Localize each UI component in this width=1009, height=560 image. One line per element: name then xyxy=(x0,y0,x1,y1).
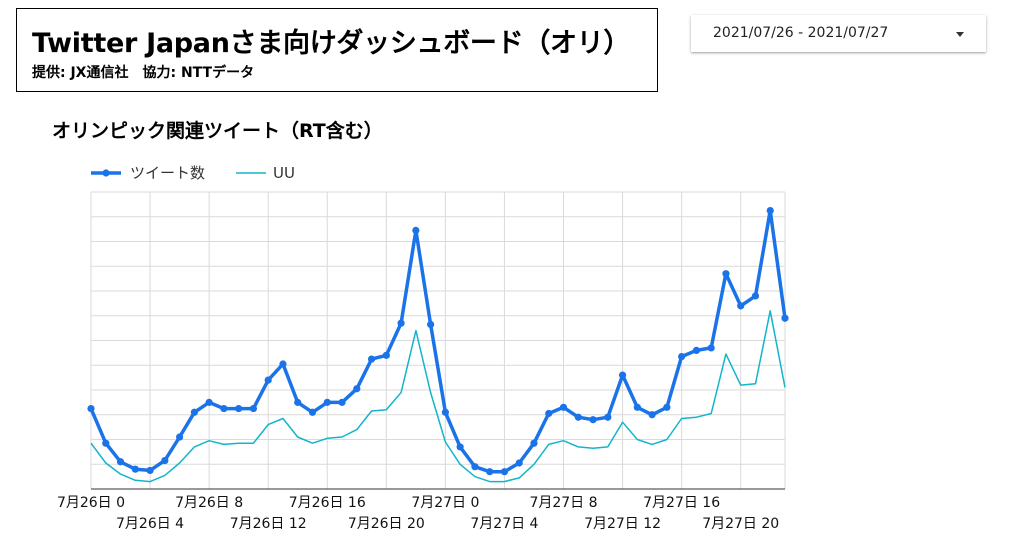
data-point xyxy=(766,206,774,215)
x-tick-label: 7月27日 20 xyxy=(702,516,779,532)
data-point xyxy=(471,463,479,471)
data-point xyxy=(559,403,568,411)
data-point xyxy=(574,413,582,421)
series-line-uu xyxy=(90,310,786,483)
x-tick-label: 7月27日 8 xyxy=(529,495,597,511)
data-point xyxy=(589,416,597,424)
data-point xyxy=(412,226,420,234)
data-point xyxy=(633,403,641,411)
data-point xyxy=(530,439,538,447)
data-point xyxy=(264,376,272,384)
x-tick-label: 7月27日 0 xyxy=(411,495,479,511)
data-point xyxy=(249,404,258,413)
data-point xyxy=(87,404,95,413)
data-point xyxy=(707,344,715,352)
date-range-picker[interactable]: 2021/07/26 - 2021/07/27 xyxy=(691,15,986,52)
data-point xyxy=(781,314,789,322)
dashboard-credit: 提供: JX通信社 協力: NTTデータ xyxy=(32,65,255,81)
data-point xyxy=(427,320,435,329)
x-tick-label: 7月27日 16 xyxy=(643,495,720,511)
data-point xyxy=(397,319,405,327)
legend-marker xyxy=(102,169,110,177)
data-point xyxy=(663,403,671,411)
data-point xyxy=(545,409,553,418)
legend-label: ツイート数 xyxy=(130,164,205,182)
data-point xyxy=(190,408,198,416)
dashboard-header: Twitter Japanさま向けダッシュボード（オリ） 提供: JX通信社 協… xyxy=(16,8,658,92)
data-point xyxy=(279,360,287,368)
data-point xyxy=(382,351,390,359)
data-point xyxy=(515,459,523,467)
data-point xyxy=(722,270,730,278)
data-point xyxy=(737,302,745,310)
chart-title: オリンピック関連ツイート（RT含む） xyxy=(52,120,383,142)
data-point xyxy=(235,404,243,413)
data-point xyxy=(353,385,361,393)
x-tick-label: 7月26日 20 xyxy=(348,516,425,532)
data-point xyxy=(131,465,139,473)
data-point xyxy=(205,398,213,406)
data-point xyxy=(146,466,154,475)
x-tick-label: 7月27日 12 xyxy=(584,516,661,532)
data-point xyxy=(220,404,228,413)
x-tick-label: 7月26日 8 xyxy=(175,495,243,511)
data-point xyxy=(323,398,331,406)
data-point xyxy=(367,355,376,363)
x-tick-label: 7月26日 12 xyxy=(230,516,307,532)
data-point xyxy=(441,408,449,416)
date-range-value: 2021/07/26 - 2021/07/27 xyxy=(713,25,889,41)
legend-label: UU xyxy=(273,164,295,182)
data-point xyxy=(294,398,302,406)
data-point xyxy=(692,346,701,354)
data-point xyxy=(175,433,184,441)
data-point xyxy=(102,439,110,447)
data-point xyxy=(308,408,317,416)
data-point xyxy=(678,352,686,361)
data-point xyxy=(456,443,464,451)
data-point xyxy=(161,456,169,465)
data-point xyxy=(648,411,656,419)
x-tick-label: 7月26日 0 xyxy=(57,495,125,511)
dashboard-title: Twitter Japanさま向けダッシュボード（オリ） xyxy=(32,28,631,59)
chevron-down-icon[interactable] xyxy=(956,32,964,37)
series-line-tweets xyxy=(89,208,787,474)
data-point xyxy=(618,371,627,379)
data-point xyxy=(116,458,125,466)
x-tick-label: 7月27日 4 xyxy=(470,516,538,532)
data-point xyxy=(604,413,612,421)
x-tick-label: 7月26日 16 xyxy=(289,495,366,511)
data-point xyxy=(751,292,760,300)
x-tick-label: 7月26日 4 xyxy=(116,516,184,532)
data-point xyxy=(500,468,509,476)
data-point xyxy=(486,468,494,476)
data-point xyxy=(338,398,346,406)
